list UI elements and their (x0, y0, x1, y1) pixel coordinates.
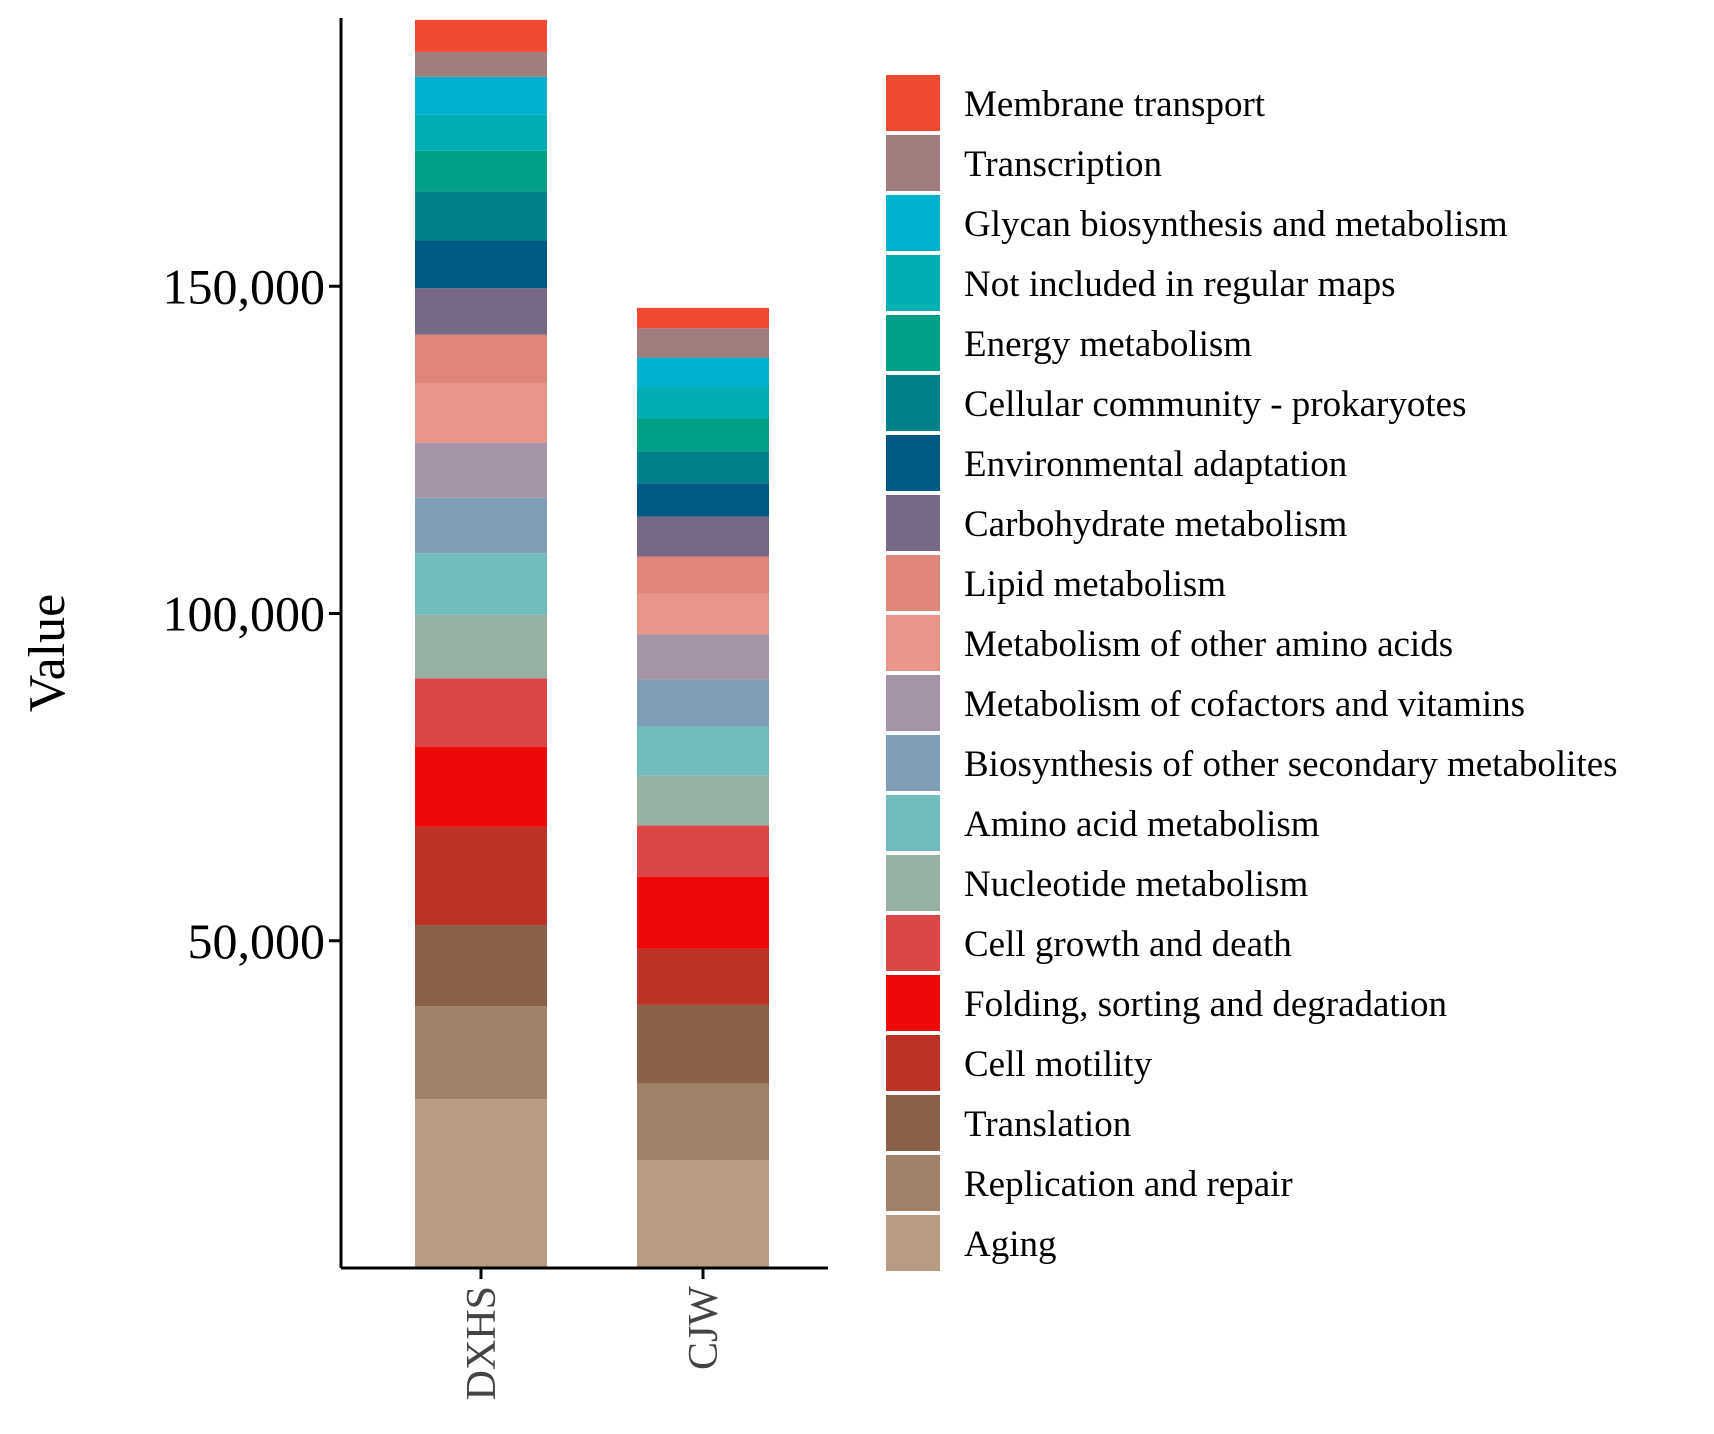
bar-segment-dxhs-folding-sorting-and-degradation (415, 747, 547, 827)
legend-swatch-lipid-metabolism (886, 555, 940, 611)
bar-segment-cjw-carbohydrate-metabolism (637, 516, 769, 557)
bar-segment-dxhs-cellular-community-prokaryotes (415, 191, 547, 241)
bar-segment-cjw-amino-acid-metabolism (637, 726, 769, 776)
legend-swatch-cell-motility (886, 1035, 940, 1091)
bar-segment-dxhs-environmental-adaptation (415, 240, 547, 289)
legend-label-lipid-metabolism: Lipid metabolism (964, 564, 1226, 605)
legend-label-transcription: Transcription (964, 144, 1162, 185)
x-labels-group: DXHS CJW (459, 1268, 727, 1400)
legend-swatch-biosynthesis-of-other-secondary-metabolites (886, 735, 940, 791)
legend-swatch-carbohydrate-metabolism (886, 495, 940, 551)
legend-swatch-metabolism-of-cofactors-and-vitamins (886, 675, 940, 731)
y-tick-label: 50,000 (188, 913, 326, 969)
bar-segment-dxhs-energy-metabolism (415, 150, 547, 192)
legend-swatch-transcription (886, 135, 940, 191)
bar-segment-dxhs-replication-and-repair (415, 1006, 547, 1100)
legend-label-cell-growth-and-death: Cell growth and death (964, 924, 1292, 965)
bar-segment-dxhs-cell-motility (415, 826, 547, 926)
legend-label-not-included-in-regular-maps: Not included in regular maps (964, 264, 1396, 305)
bar-segment-dxhs-carbohydrate-metabolism (415, 288, 547, 335)
bar-segment-cjw-nucleotide-metabolism (637, 775, 769, 826)
legend-label-folding-sorting-and-degradation: Folding, sorting and degradation (964, 984, 1447, 1025)
bar-segment-dxhs-cell-growth-and-death (415, 678, 547, 748)
bar-segment-cjw-glycan-biosynthesis-and-metabolism (637, 357, 769, 388)
x-tick-label-dxhs: DXHS (459, 1286, 505, 1400)
bar-segment-dxhs-glycan-biosynthesis-and-metabolism (415, 76, 547, 115)
legend-label-biosynthesis-of-other-secondary-metabolites: Biosynthesis of other secondary metaboli… (964, 744, 1618, 785)
bar-segment-cjw-folding-sorting-and-degradation (637, 876, 769, 949)
legend-label-replication-and-repair: Replication and repair (964, 1164, 1293, 1205)
x-tick-label-cjw: CJW (681, 1286, 727, 1370)
legend-label-nucleotide-metabolism: Nucleotide metabolism (964, 864, 1308, 905)
legend-swatch-membrane-transport (886, 75, 940, 131)
legend-label-translation: Translation (964, 1104, 1131, 1145)
bar-segment-cjw-membrane-transport (637, 307, 769, 329)
bar-segment-dxhs-lipid-metabolism (415, 334, 547, 384)
legend-label-cell-motility: Cell motility (964, 1044, 1153, 1085)
bar-segment-cjw-energy-metabolism (637, 418, 769, 452)
legend-label-carbohydrate-metabolism: Carbohydrate metabolism (964, 504, 1347, 545)
bar-segment-cjw-replication-and-repair (637, 1083, 769, 1161)
bar-segment-dxhs-membrane-transport (415, 19, 547, 52)
legend-swatch-environmental-adaptation (886, 435, 940, 491)
bar-segment-cjw-translation (637, 1004, 769, 1084)
bar-segment-dxhs-not-included-in-regular-maps (415, 114, 547, 151)
legend-label-metabolism-of-other-amino-acids: Metabolism of other amino acids (964, 624, 1453, 665)
legend-label-membrane-transport: Membrane transport (964, 84, 1266, 125)
bar-segment-cjw-aging (637, 1160, 769, 1268)
legend-label-cellular-community-prokaryotes: Cellular community - prokaryotes (964, 384, 1466, 425)
legend-swatch-translation (886, 1095, 940, 1151)
bar-segment-dxhs-metabolism-of-other-amino-acids (415, 383, 547, 443)
bar-segment-cjw-lipid-metabolism (637, 556, 769, 594)
bar-segment-cjw-not-included-in-regular-maps (637, 387, 769, 419)
bar-segment-cjw-metabolism-of-other-amino-acids (637, 593, 769, 635)
y-tick-label: 100,000 (163, 586, 326, 642)
bar-segment-dxhs-transcription (415, 51, 547, 77)
legend-swatch-aging (886, 1215, 940, 1271)
bar-segment-cjw-environmental-adaptation (637, 483, 769, 517)
y-axis-title: Value (19, 594, 76, 712)
bars-group (415, 19, 769, 1268)
legend-swatch-glycan-biosynthesis-and-metabolism (886, 195, 940, 251)
legend-label-environmental-adaptation: Environmental adaptation (964, 444, 1347, 485)
legend-label-glycan-biosynthesis-and-metabolism: Glycan biosynthesis and metabolism (964, 204, 1508, 245)
legend-swatch-amino-acid-metabolism (886, 795, 940, 851)
bar-segment-cjw-transcription (637, 328, 769, 358)
bar-segment-dxhs-translation (415, 925, 547, 1007)
bar-segment-cjw-cell-motility (637, 948, 769, 1005)
bar-segment-dxhs-metabolism-of-cofactors-and-vitamins (415, 442, 547, 498)
legend-label-energy-metabolism: Energy metabolism (964, 324, 1252, 365)
bar-segment-dxhs-nucleotide-metabolism (415, 614, 547, 679)
y-ticks-group: 50,000 100,000 150,000 (163, 258, 341, 969)
bar-segment-cjw-cell-growth-and-death (637, 825, 769, 877)
legend-swatch-cell-growth-and-death (886, 915, 940, 971)
bar-segment-cjw-metabolism-of-cofactors-and-vitamins (637, 634, 769, 680)
bar-segment-dxhs-biosynthesis-of-other-secondary-metabolites (415, 497, 547, 554)
legend-swatch-cellular-community-prokaryotes (886, 375, 940, 431)
legend-label-amino-acid-metabolism: Amino acid metabolism (964, 804, 1320, 845)
legend-swatch-metabolism-of-other-amino-acids (886, 615, 940, 671)
legend-label-metabolism-of-cofactors-and-vitamins: Metabolism of cofactors and vitamins (964, 684, 1525, 725)
legend-swatch-nucleotide-metabolism (886, 855, 940, 911)
legend-swatch-folding-sorting-and-degradation (886, 975, 940, 1031)
legend: Membrane transport Transcription Glycan bi… (886, 75, 1618, 1271)
bar-segment-dxhs-amino-acid-metabolism (415, 553, 547, 615)
bar-segment-cjw-cellular-community-prokaryotes (637, 451, 769, 484)
bar-segment-dxhs-aging (415, 1099, 547, 1268)
legend-label-aging: Aging (964, 1224, 1057, 1265)
y-tick-label: 150,000 (163, 258, 326, 314)
legend-swatch-replication-and-repair (886, 1155, 940, 1211)
legend-swatch-not-included-in-regular-maps (886, 255, 940, 311)
bar-segment-cjw-biosynthesis-of-other-secondary-metabolites (637, 679, 769, 727)
legend-swatch-energy-metabolism (886, 315, 940, 371)
